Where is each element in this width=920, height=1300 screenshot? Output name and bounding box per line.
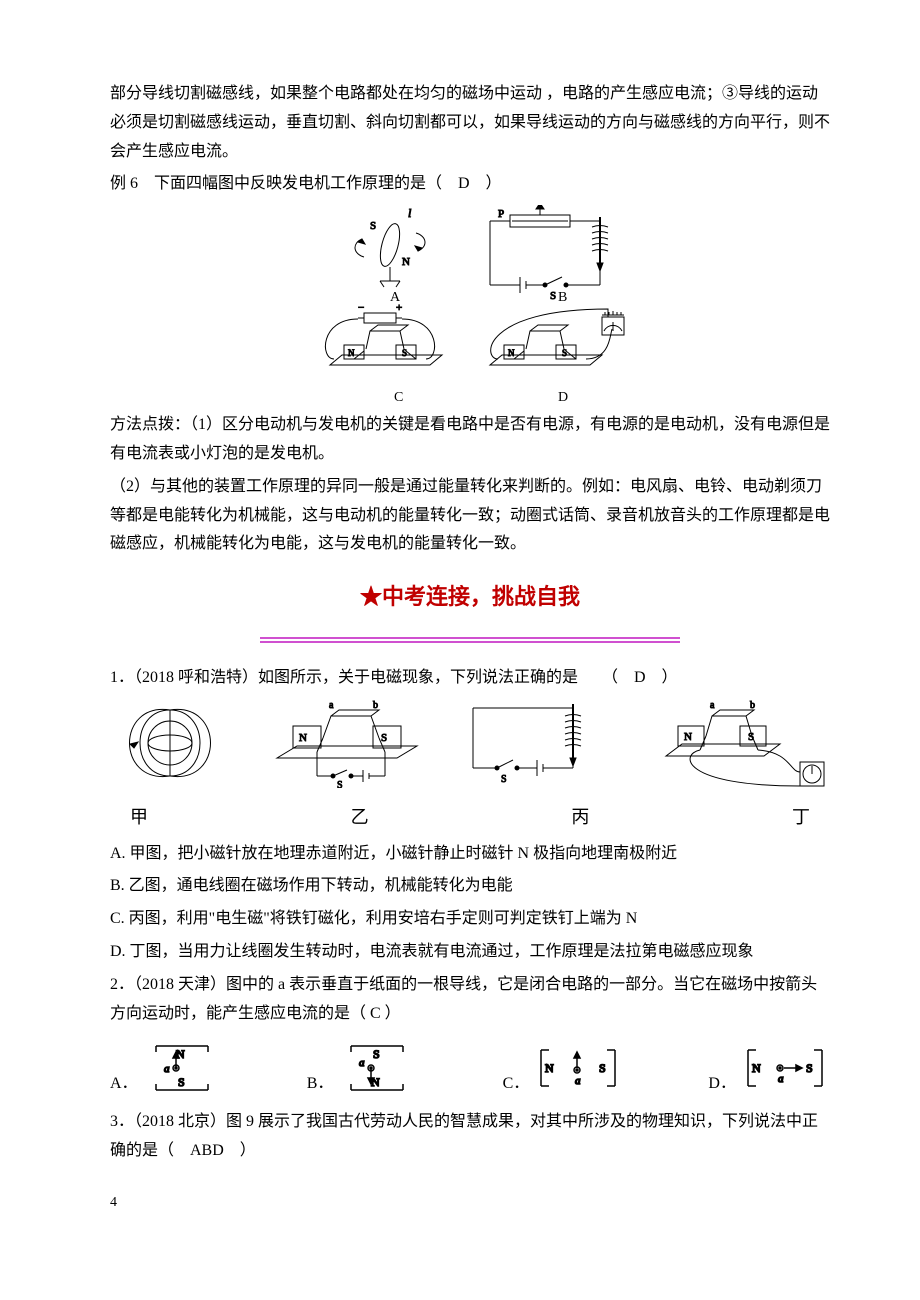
svg-text:b: b xyxy=(750,700,755,711)
svg-text:S: S xyxy=(599,1061,606,1075)
svg-text:a: a xyxy=(359,1057,365,1069)
fig-label-a: A xyxy=(390,290,401,305)
svg-text:−: − xyxy=(358,302,364,314)
section-title: ★中考连接，挑战自我 xyxy=(110,577,830,617)
q2-label-b: B． xyxy=(307,1070,334,1099)
fig-label-c: C xyxy=(394,390,403,405)
svg-text:a: a xyxy=(329,700,334,711)
example-6-stem: 例 6 下面四幅图中反映发电机工作原理的是（ D ） xyxy=(110,170,830,199)
svg-text:S: S xyxy=(178,1075,185,1089)
svg-text:b: b xyxy=(373,700,378,711)
svg-text:a: a xyxy=(710,700,715,711)
q2-figures: A． N S a B． xyxy=(110,1038,830,1098)
svg-text:S: S xyxy=(501,774,507,785)
q2-stem: 2．（2018 天津）图中的 a 表示垂直于纸面的一根导线，它是闭合电路的一部分… xyxy=(110,971,830,1029)
svg-text:N: N xyxy=(545,1061,554,1075)
example-6-figure: l S N P xyxy=(110,205,830,405)
q1-opt-c: C. 丙图，利用"电生磁"将铁钉磁化，利用安培右手定则可判定铁钉上端为 N xyxy=(110,905,830,934)
intro-para: 部分导线切割磁感线，如果整个电路都处在均匀的磁场中运动 ，电路的产生感应电流；③… xyxy=(110,80,830,166)
q3-stem: 3．（2018 北京）图 9 展示了我国古代劳动人民的智慧成果，对其中所涉及的物… xyxy=(110,1108,830,1166)
svg-text:S: S xyxy=(550,290,556,302)
svg-text:a: a xyxy=(164,1063,170,1075)
fig-label-b: B xyxy=(558,290,567,305)
svg-text:S: S xyxy=(373,1047,380,1061)
svg-text:N: N xyxy=(684,731,692,743)
svg-text:l: l xyxy=(408,206,412,220)
section-divider xyxy=(110,621,830,650)
q1-labels: 甲 乙 丙 丁 xyxy=(130,801,810,833)
q1-figures: N S a b S xyxy=(110,698,830,799)
svg-text:S: S xyxy=(806,1061,813,1075)
q1-opt-b: B. 乙图，通电线圈在磁场作用下转动，机械能转化为电能 xyxy=(110,872,830,901)
svg-text:P: P xyxy=(498,208,504,220)
svg-text:S: S xyxy=(337,780,343,788)
svg-text:N: N xyxy=(508,348,515,358)
svg-text:a: a xyxy=(575,1075,581,1087)
method-p1: 方法点拨：（1）区分电动机与发电机的关键是看电路中是否有电源，有电源的是电动机，… xyxy=(110,411,830,469)
q2-label-a: A． xyxy=(110,1070,138,1099)
svg-text:N: N xyxy=(299,732,307,744)
svg-text:S: S xyxy=(562,348,567,358)
svg-text:N: N xyxy=(348,348,355,358)
q1-opt-a: A. 甲图，把小磁针放在地理赤道附近，小磁针静止时磁针 N 极指向地理南极附近 xyxy=(110,840,830,869)
q1-stem: 1．（2018 呼和浩特）如图所示，关于电磁现象，下列说法正确的是 （ D ） xyxy=(110,664,830,693)
svg-text:S: S xyxy=(381,732,387,744)
fig-label-d: D xyxy=(558,390,568,405)
svg-text:N: N xyxy=(402,256,410,268)
q2-label-d: D． xyxy=(708,1070,736,1099)
svg-text:S: S xyxy=(402,348,407,358)
q2-label-c: C． xyxy=(503,1070,530,1099)
page-number: 4 xyxy=(110,1190,830,1215)
svg-text:N: N xyxy=(752,1061,761,1075)
method-p2: （2）与其他的装置工作原理的异同一般是通过能量转化来判断的。例如：电风扇、电铃、… xyxy=(110,473,830,559)
q1-opt-d: D. 丁图，当用力让线圈发生转动时，电流表就有电流通过，工作原理是法拉第电磁感应… xyxy=(110,938,830,967)
svg-text:a: a xyxy=(778,1073,784,1085)
svg-text:S: S xyxy=(370,220,376,232)
